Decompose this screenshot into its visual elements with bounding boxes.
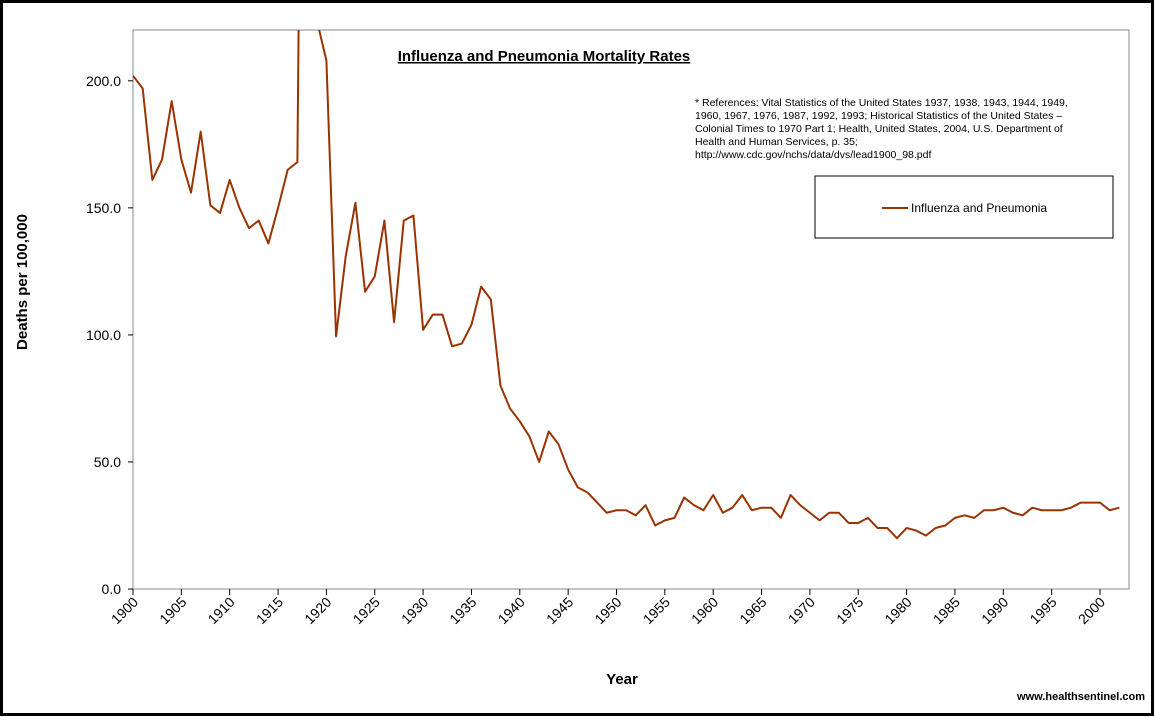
y-tick-label: 100.0 <box>86 327 121 343</box>
legend-box <box>814 175 1114 239</box>
y-tick-label: 50.0 <box>94 454 121 470</box>
data-line <box>133 30 1120 540</box>
note-line: 1960, 1967, 1976, 1987, 1992, 1993; Hist… <box>695 110 1062 122</box>
chart-title: Influenza and Pneumonia Mortality Rates <box>398 48 691 65</box>
note-line: Health and Human Services, p. 35; <box>695 136 858 148</box>
x-axis-label: Year <box>606 671 638 688</box>
y-tick-label: 150.0 <box>86 200 121 216</box>
source: www.healthsentinel.com <box>1016 691 1145 703</box>
plot-clip <box>133 30 1120 540</box>
legend-label: Influenza and Pneumonia <box>911 201 1047 215</box>
y-axis-label: Deaths per 100,000 <box>14 214 31 350</box>
note-line: * References: Vital Statistics of the Un… <box>695 97 1068 109</box>
plot-area <box>132 29 1130 590</box>
note-line: Colonial Times to 1970 Part 1; Health, U… <box>695 123 1063 135</box>
y-tick-label: 200.0 <box>86 73 121 89</box>
y-tick-label: 0.0 <box>102 581 122 597</box>
note-line: http://www.cdc.gov/nchs/data/dvs/lead190… <box>695 149 931 161</box>
